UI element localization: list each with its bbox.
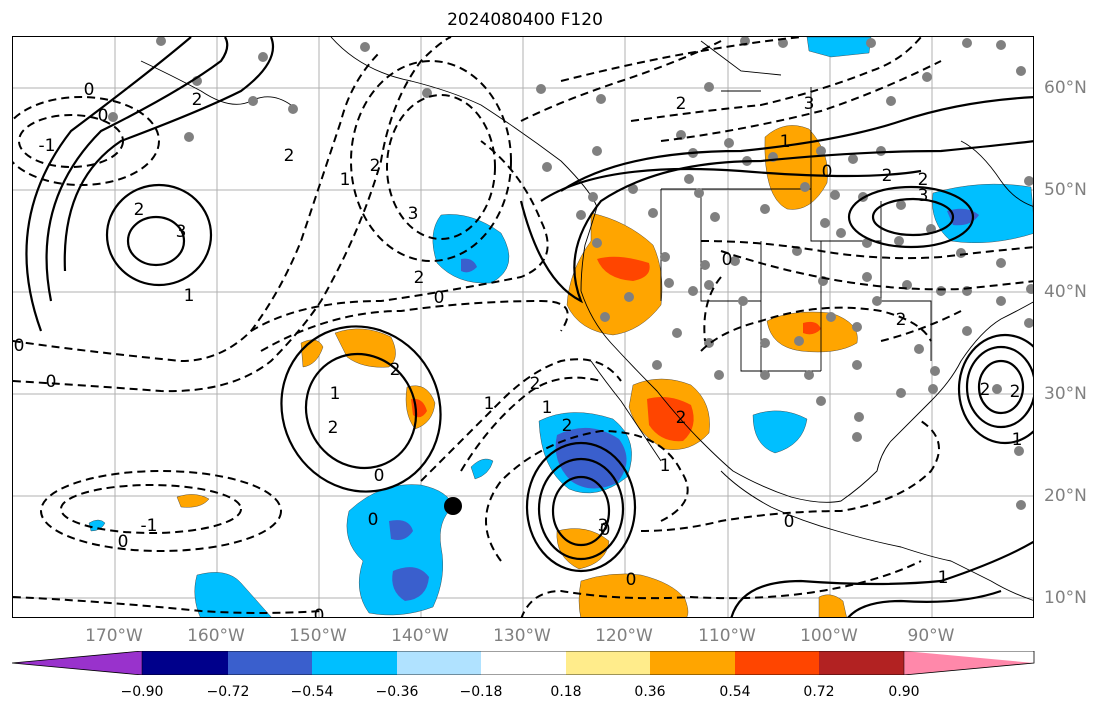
contour-label: -1 [39, 136, 56, 156]
colorbar [12, 651, 1035, 675]
contour-label: 0 [722, 250, 733, 270]
shading-positive-orange [176, 125, 858, 617]
contour-label: 2 [676, 94, 687, 114]
contour-label: 0 [314, 606, 325, 618]
contour-label: 2 [390, 360, 401, 380]
contour-label: 2 [530, 374, 541, 394]
colorbar-tick-label: 0.54 [719, 684, 751, 700]
map-svg: 0 0 -1 2 3 1 2 1 2 3 2 0 2 1 2 2 0 0 0 -… [13, 37, 1033, 618]
contours-positive [25, 37, 1033, 617]
colorbar-tick-label: −0.54 [290, 684, 334, 700]
colorbar-segment [142, 651, 228, 675]
contour-label: 0 [626, 570, 637, 590]
contour-label: 3 [408, 204, 419, 224]
contour-label: 2 [370, 156, 381, 176]
contour-label: 2 [1010, 382, 1021, 402]
map-panel: 0 0 -1 2 3 1 2 1 2 3 2 0 2 1 2 2 0 0 0 -… [12, 36, 1034, 618]
contour-label: 2 [980, 380, 991, 400]
contour-label: 1 [340, 170, 351, 190]
colorbar-segment [735, 651, 819, 675]
lat-label: 20°N [1044, 486, 1087, 506]
contour-label: 0 [600, 520, 611, 540]
contour-label: 1 [330, 384, 341, 404]
lon-label: 160°W [187, 626, 245, 646]
contour-label: 0 [46, 372, 57, 392]
contour-label: 1 [780, 132, 791, 152]
contour-label: 2 [134, 200, 145, 220]
contour-label: 2 [896, 310, 907, 330]
colorbar-tick-label: −0.72 [206, 684, 250, 700]
contour-label: 3 [598, 516, 609, 536]
colorbar-tick-label: 0.18 [550, 684, 582, 700]
contour-label: 2 [918, 170, 929, 190]
contour-label: 1 [660, 456, 671, 476]
contour-label: 2 [192, 90, 203, 110]
contour-label: 2 [882, 166, 893, 186]
colorbar-tick-label: −0.18 [459, 684, 503, 700]
contour-label: 0 [784, 512, 795, 532]
contour-label: 2 [676, 408, 687, 428]
contour-label: 0 [98, 106, 109, 126]
colorbar-segment [481, 651, 566, 675]
contour-label: 2 [328, 418, 339, 438]
contour-label: 0 [118, 532, 129, 552]
lat-label: 30°N [1044, 384, 1087, 404]
contour-labels: 0 0 -1 2 3 1 2 1 2 3 2 0 2 1 2 2 0 0 0 -… [14, 80, 1023, 618]
colorbar-segment [12, 651, 142, 675]
storm-position-marker [444, 497, 462, 515]
station-dots [108, 37, 1033, 510]
colorbar-tick-label: 0.36 [634, 684, 666, 700]
contour-label: 0 [822, 162, 833, 182]
lon-label: 140°W [391, 626, 449, 646]
contour-label: 0 [374, 466, 385, 486]
contour-label: 0 [84, 80, 95, 100]
lon-label: 100°W [800, 626, 858, 646]
map-title: 2024080400 F120 [447, 10, 603, 30]
contour-label: 2 [414, 268, 425, 288]
contour-label: 0 [434, 288, 445, 308]
contour-label: 0 [368, 510, 379, 530]
colorbar-segment [228, 651, 312, 675]
contour-label: 2 [562, 416, 573, 436]
contour-label: 1 [1012, 430, 1023, 450]
contour-label: 1 [938, 568, 949, 588]
contour-label: 3 [804, 94, 815, 114]
contour-label: 1 [184, 286, 195, 306]
lon-label: 90°W [907, 626, 955, 646]
contour-label: 3 [918, 186, 929, 206]
colorbar-segment [650, 651, 735, 675]
colorbar-segment [566, 651, 650, 675]
lat-label: 60°N [1044, 78, 1087, 98]
lon-label: 170°W [85, 626, 143, 646]
contour-label: 2 [284, 146, 295, 166]
contour-label: -1 [141, 516, 158, 536]
colorbar-tick-label: 0.90 [888, 684, 920, 700]
lat-label: 50°N [1044, 180, 1087, 200]
lat-label: 10°N [1044, 588, 1087, 608]
colorbar-tick-label: −0.90 [120, 684, 164, 700]
coastlines [140, 37, 1033, 601]
lat-label: 40°N [1044, 282, 1087, 302]
contours-negative [13, 37, 1033, 617]
contour-label: 1 [542, 398, 553, 418]
colorbar-segment [904, 651, 1034, 675]
colorbar-tick-label: −0.36 [375, 684, 419, 700]
colorbar-segment [397, 651, 481, 675]
contour-label: 3 [176, 222, 187, 242]
lon-label: 150°W [289, 626, 347, 646]
lon-label: 110°W [698, 626, 756, 646]
lon-label: 130°W [493, 626, 551, 646]
colorbar-segment [819, 651, 904, 675]
colorbar-tick-label: 0.72 [803, 684, 835, 700]
lon-label: 120°W [595, 626, 653, 646]
colorbar-segment [312, 651, 397, 675]
contour-label: 0 [14, 336, 25, 356]
contour-label: 1 [484, 394, 495, 414]
